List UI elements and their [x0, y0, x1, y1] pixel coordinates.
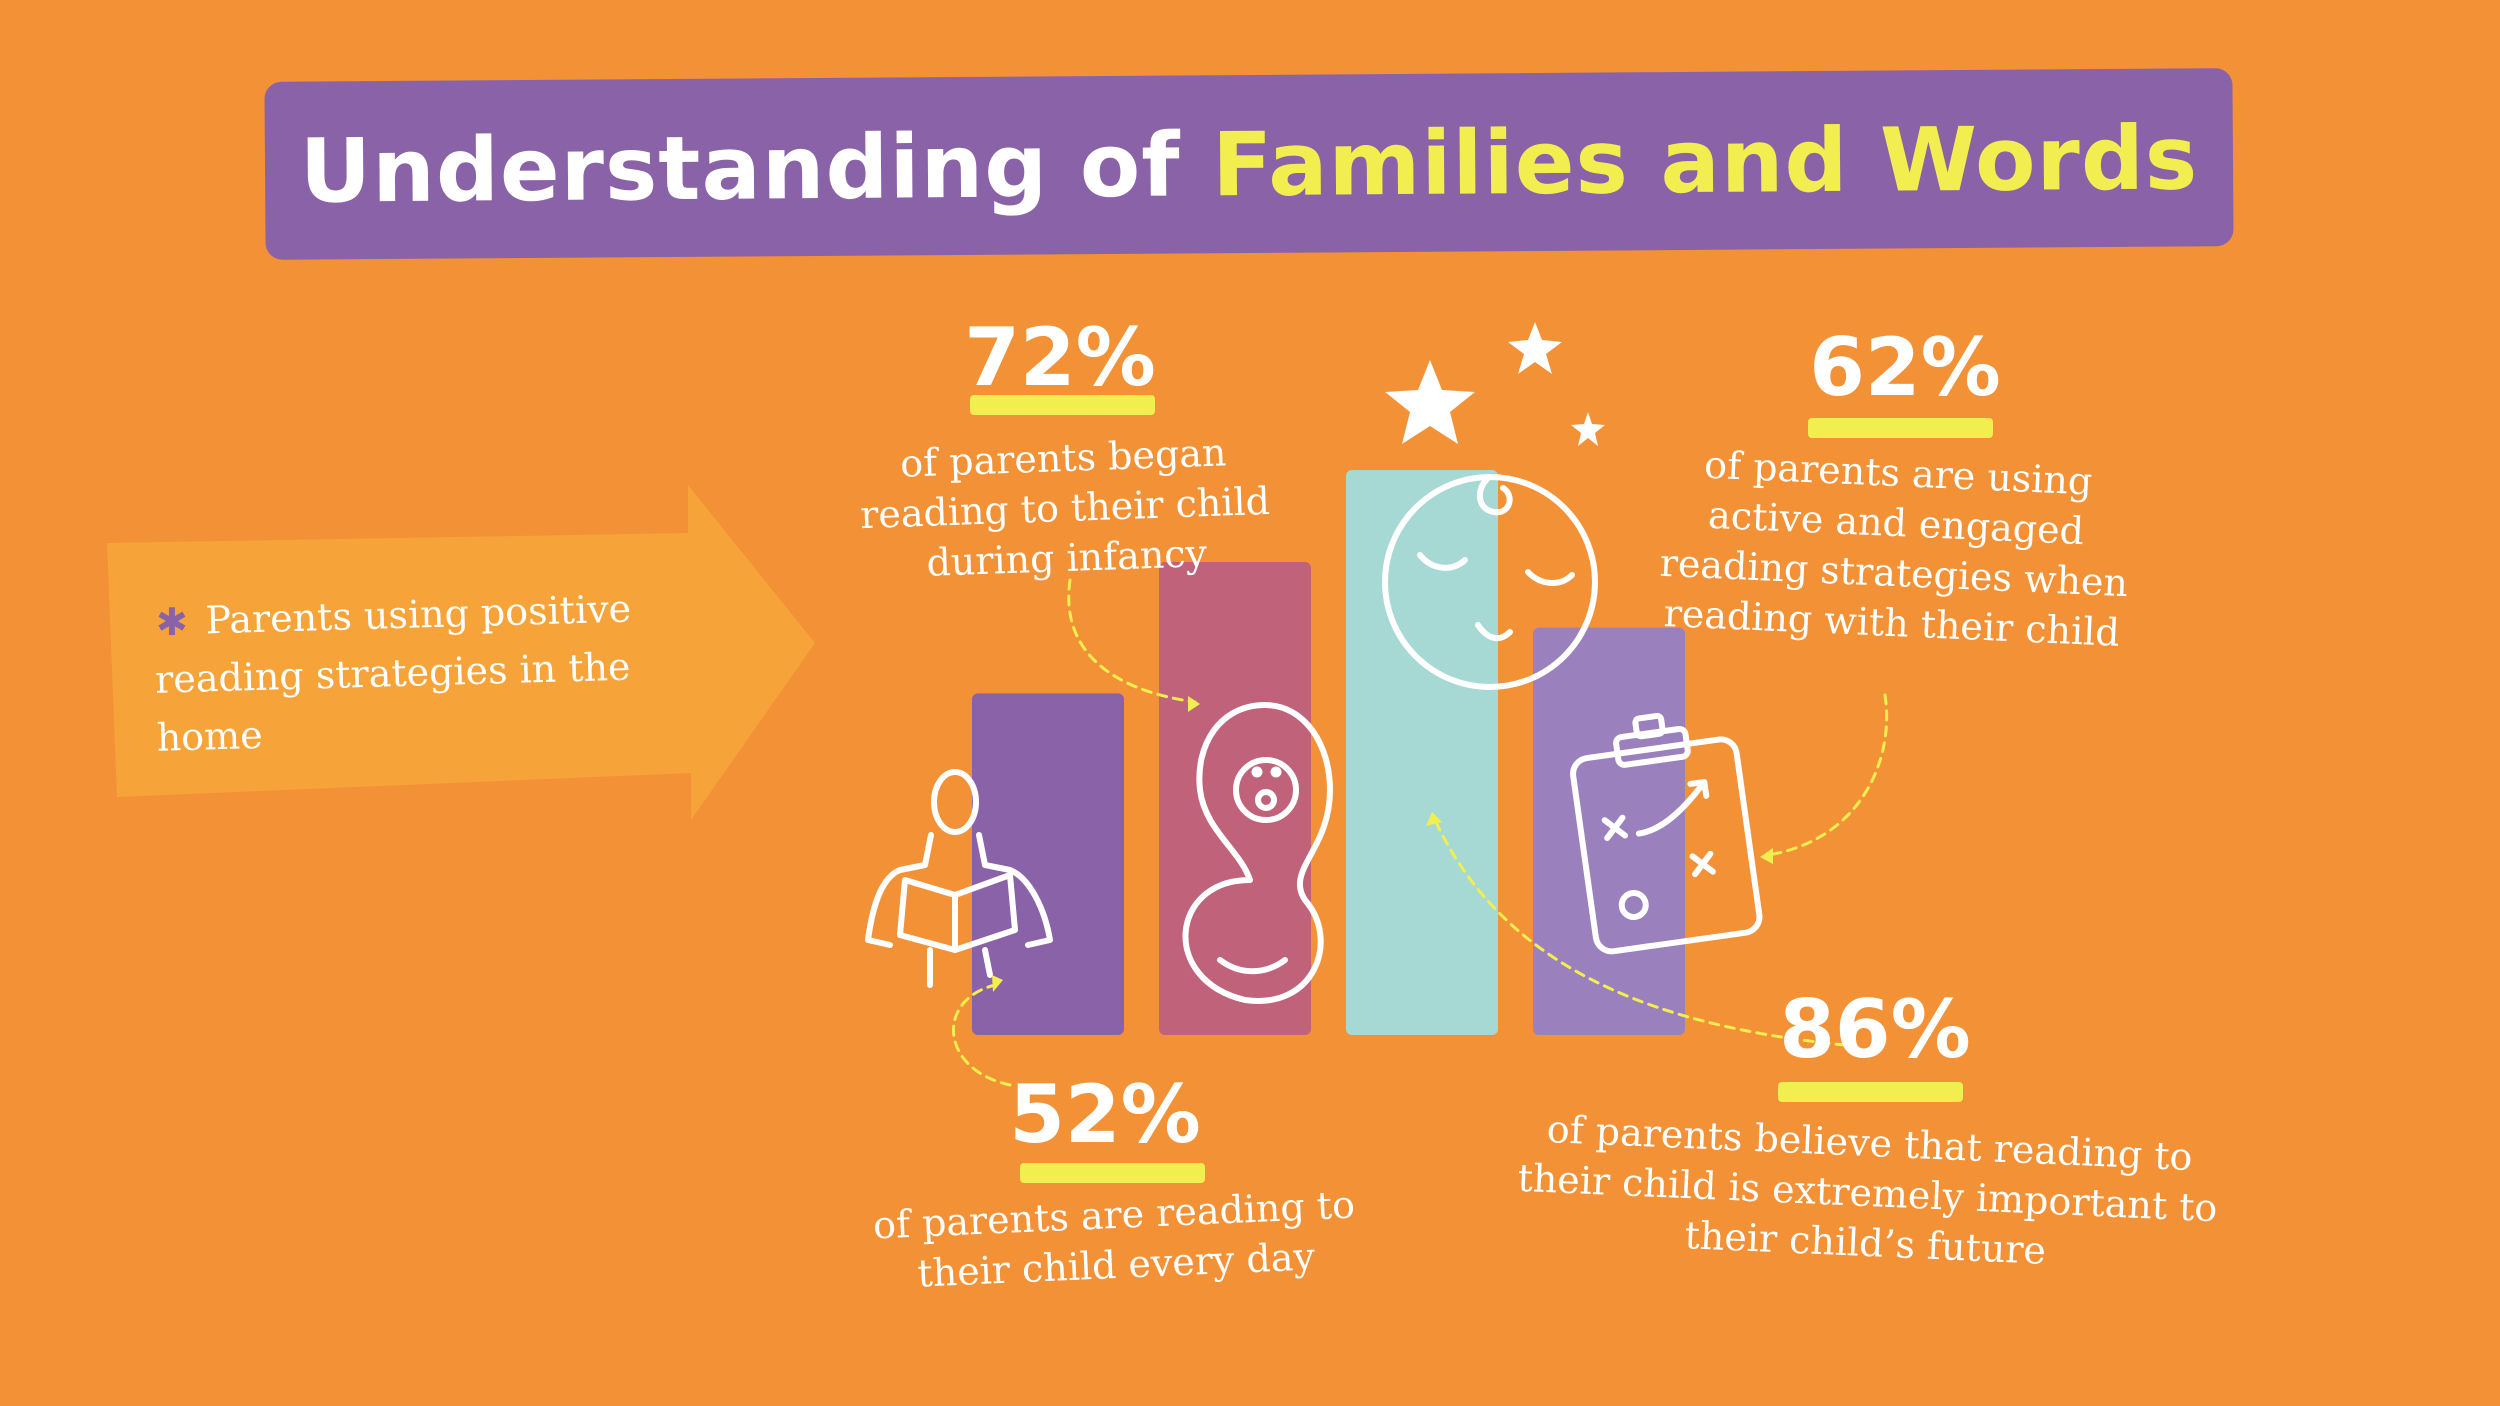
stat-86-text: of parents believe that reading to their…	[1516, 1106, 2219, 1273]
parent-reading-icon	[865, 769, 1053, 988]
stat-62-underline	[1808, 418, 1993, 438]
stat-72-underline	[970, 395, 1155, 415]
callout-arrow	[107, 485, 815, 820]
connector-86	[1433, 818, 1847, 1047]
clipboard-strategy-icon	[1570, 712, 1763, 955]
connector-arrowheads	[992, 696, 1773, 992]
star-icons	[1385, 322, 1605, 446]
connector-72	[1067, 578, 1197, 704]
sleeping-child-icon	[1382, 474, 1598, 690]
connector-lines	[951, 578, 1889, 1087]
bar-1	[972, 693, 1124, 1035]
connector-52	[951, 983, 1012, 1087]
stat-72-text: of parents began reading to their child …	[859, 430, 1271, 585]
connector-62	[1766, 693, 1889, 857]
stat-86-underline	[1778, 1082, 1963, 1102]
stat-52-underline	[1020, 1163, 1205, 1183]
stat-72-value: 72%	[964, 311, 1156, 404]
asterisk-icon: ✱	[156, 600, 188, 644]
stat-62-value: 62%	[1809, 321, 2001, 414]
bar-3	[1346, 469, 1498, 1036]
stat-62-text: of parents are using active and engaged …	[1658, 442, 2129, 655]
stat-52-value: 52%	[1009, 1068, 1201, 1161]
stat-86-value: 86%	[1779, 983, 1971, 1076]
swaddled-baby-icon	[1182, 702, 1333, 1004]
